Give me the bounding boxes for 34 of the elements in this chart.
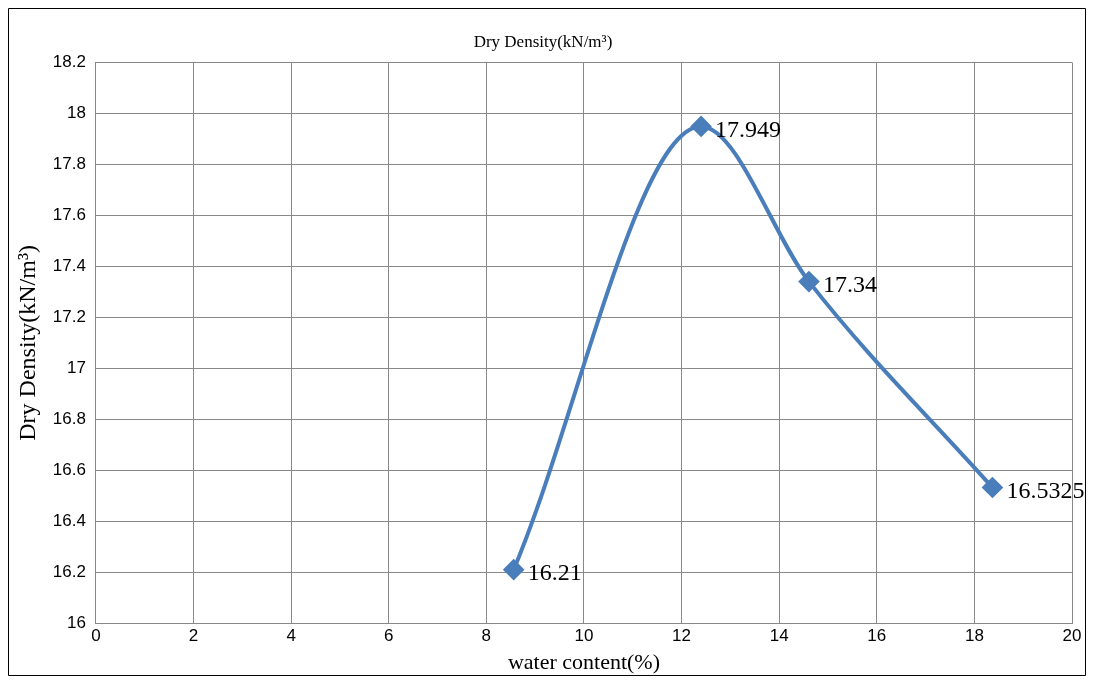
y-tick-label: 16.6 bbox=[52, 459, 86, 479]
chart-title: Dry Density(kN/m³) bbox=[473, 31, 613, 51]
y-tick-label: 16.8 bbox=[52, 408, 86, 428]
data-label: 17.949 bbox=[715, 115, 782, 142]
x-tick-label: 20 bbox=[1062, 626, 1082, 646]
y-tick-label: 17 bbox=[66, 357, 86, 377]
x-tick-label: 2 bbox=[188, 626, 199, 646]
y-tick-label: 16 bbox=[66, 612, 86, 632]
x-tick-label: 10 bbox=[574, 626, 594, 646]
y-tick-label: 17.6 bbox=[52, 205, 86, 225]
x-tick-label: 0 bbox=[91, 626, 101, 646]
y-axis-title: Dry Density(kN/m³) bbox=[13, 244, 40, 441]
x-tick-label: 4 bbox=[286, 626, 296, 646]
point bbox=[798, 271, 819, 292]
x-tick-label: 16 bbox=[867, 626, 887, 646]
y-tick-label: 18 bbox=[66, 103, 86, 123]
y-tick-label: 17.8 bbox=[52, 154, 86, 174]
x-tick-label: 8 bbox=[481, 626, 492, 646]
x-tick-label: 18 bbox=[964, 626, 984, 646]
y-tick-label: 18.2 bbox=[52, 52, 86, 72]
y-tick-label: 17.2 bbox=[52, 307, 86, 326]
data-label: 16.5325 bbox=[1006, 476, 1085, 503]
x-axis-title: water content(%) bbox=[507, 648, 660, 674]
y-tick-label: 16.2 bbox=[52, 561, 86, 581]
point bbox=[503, 559, 524, 580]
data-label: 16.21 bbox=[527, 558, 582, 585]
x-tick-label: 12 bbox=[672, 626, 692, 646]
x-tick-label: 14 bbox=[769, 626, 789, 646]
x-tick-label: 6 bbox=[383, 626, 394, 646]
data-label: 17.34 bbox=[822, 270, 877, 297]
y-tick-label: 16.4 bbox=[52, 510, 86, 530]
point bbox=[691, 116, 712, 137]
point bbox=[982, 477, 1003, 498]
y-tick-label: 17.4 bbox=[52, 256, 86, 276]
